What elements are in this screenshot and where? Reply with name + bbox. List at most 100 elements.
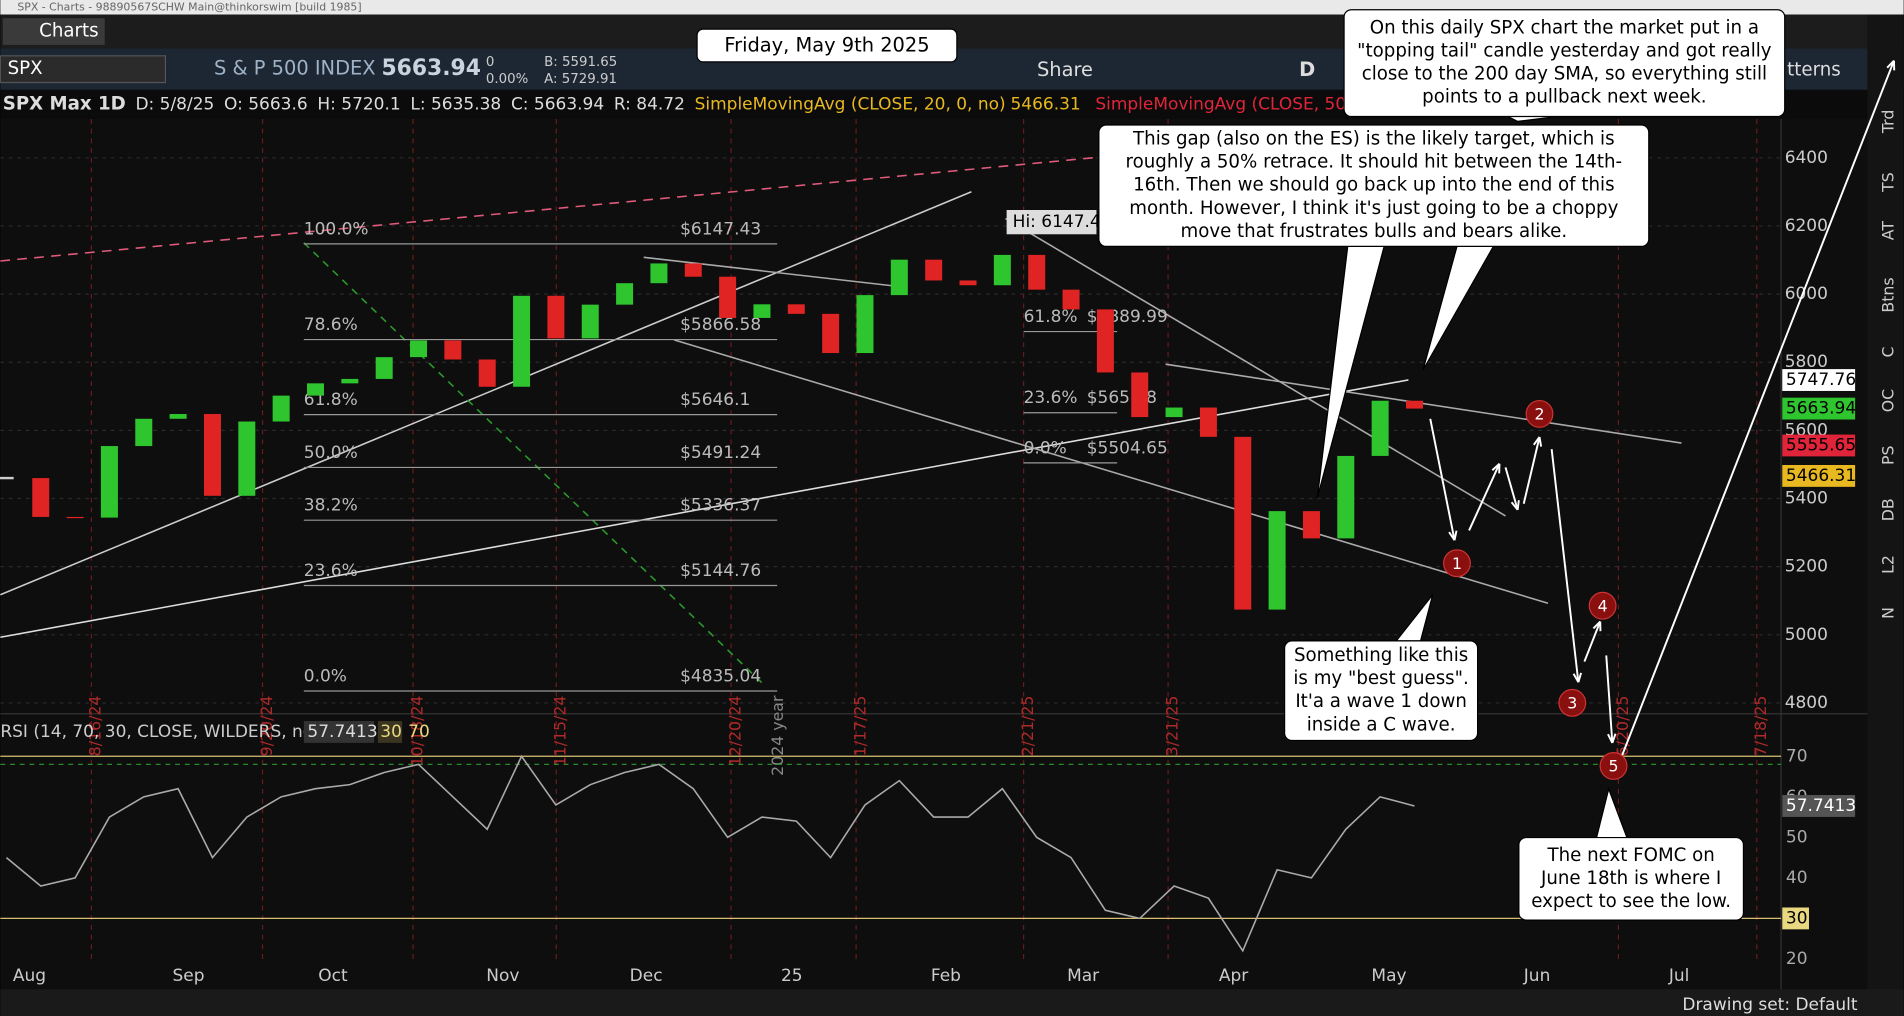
date-line-label: 2/21/25 <box>1018 696 1037 757</box>
sidebar-tab[interactable]: N <box>1879 607 1898 619</box>
info-item: SPX Max 1D <box>3 93 126 114</box>
rsi-tick-box <box>1782 907 1809 930</box>
trend-line <box>0 379 1409 639</box>
rsi-line <box>5 754 1415 953</box>
wave-marker <box>1558 688 1587 717</box>
callout-text: points to a pullback next week. <box>1422 87 1706 108</box>
sidebar-tab[interactable]: L2 <box>1879 555 1898 574</box>
month-label: Oct <box>318 966 348 986</box>
candle <box>1096 309 1114 373</box>
candle <box>1405 400 1423 409</box>
fib-pct: 0.0% <box>1024 438 1067 458</box>
candle <box>272 395 290 422</box>
callout-text: move that frustrates bulls and bears ali… <box>1180 221 1567 242</box>
arrow <box>1522 436 1541 504</box>
rsi-header: RSI (14, 70, 30, CLOSE, WILDERS, no) <box>0 722 319 742</box>
date-line-label: 9/20/24 <box>257 696 276 757</box>
study-label: SimpleMovingAvg (CLOSE, 20, 0, no) <box>695 94 1006 114</box>
trend-line <box>1005 217 1506 517</box>
sidebar-tab[interactable]: TS <box>1879 172 1898 193</box>
date-line-label: 10/18/24 <box>407 696 426 767</box>
wave-marker <box>1588 591 1617 620</box>
candle <box>890 259 908 296</box>
candle <box>1165 407 1183 418</box>
month-label: 25 <box>781 966 803 986</box>
arrow-head <box>1532 436 1543 447</box>
fib-price: $5504.65 <box>1087 438 1168 458</box>
rsi-tick-label: 40 <box>1786 868 1808 888</box>
price-tag-label: 5555.65 <box>1786 435 1856 455</box>
sidebar-tab[interactable]: PS <box>1879 445 1898 465</box>
info-item: H: 5720.1 <box>317 94 400 114</box>
price-tick-label: 6200 <box>1785 216 1828 236</box>
arrow <box>1468 463 1501 531</box>
month-label: Dec <box>630 966 663 986</box>
candle <box>856 295 874 354</box>
symbol-box[interactable] <box>0 55 167 84</box>
wave-label: 3 <box>1567 694 1577 713</box>
window-title: SPX - Charts - 98890567SCHW Main@thinkor… <box>17 0 361 13</box>
rsi-high: 70 <box>408 722 430 742</box>
date-line-label: 3/21/25 <box>1162 696 1181 757</box>
bid: B: 5591.65 <box>544 55 617 70</box>
sidebar-tab[interactable]: OC <box>1879 389 1898 412</box>
fib-price: $5144.76 <box>680 561 761 581</box>
sidebar-tab[interactable]: Btns <box>1879 277 1898 312</box>
sidebar-tab[interactable]: AT <box>1879 221 1898 241</box>
study-value: 5466.31 <box>1011 94 1081 114</box>
arrow <box>1504 467 1519 511</box>
rsi-tag <box>1782 795 1856 817</box>
sidebar <box>1867 14 1904 1016</box>
wave-marker <box>1443 549 1471 578</box>
candle <box>32 478 50 517</box>
month-label: Jul <box>1668 966 1690 986</box>
arrow <box>1583 621 1602 662</box>
price-tag-label: 5747.76 <box>1786 370 1856 390</box>
candle <box>169 414 187 419</box>
sidebar-tab[interactable]: DB <box>1879 498 1898 521</box>
fib-pct: 50.0% <box>304 443 358 463</box>
price-tick-label: 4800 <box>1785 693 1828 713</box>
candle <box>375 357 393 379</box>
charts-tab[interactable] <box>2 18 105 45</box>
rsi-low-box <box>377 721 403 743</box>
candle <box>238 421 256 496</box>
candle <box>719 276 737 318</box>
arrow-head <box>1510 500 1520 511</box>
candle <box>1062 289 1080 310</box>
period-button[interactable]: D <box>1299 58 1315 81</box>
rsi-tag-label: 57.7413 <box>1786 796 1856 816</box>
arrow-head <box>1607 733 1617 744</box>
month-label: Sep <box>172 966 204 986</box>
date-line-label: 11/15/24 <box>551 696 570 767</box>
callout-text: The next FOMC on <box>1547 845 1715 866</box>
candle <box>513 295 531 387</box>
wave-label: 4 <box>1598 596 1608 615</box>
last-price: 5663.94 <box>381 56 480 81</box>
fib-pct: 38.2% <box>304 496 358 516</box>
date-banner-box <box>696 28 958 63</box>
wave-marker <box>1525 399 1554 428</box>
arrow <box>1429 418 1456 541</box>
candle <box>684 263 702 277</box>
date-line-label: 1/17/25 <box>850 696 869 757</box>
month-label: Aug <box>13 966 46 986</box>
date-line-label: 8/16/24 <box>86 696 105 757</box>
info-item: C: 5663.94 <box>511 94 604 114</box>
drawing-set[interactable]: Drawing set: Default <box>1682 995 1858 1015</box>
rsi-current: 57.7413 <box>307 722 377 742</box>
callout-text: On this daily SPX chart the market put i… <box>1370 18 1759 39</box>
arrow-head <box>1886 60 1896 71</box>
callout-box <box>1343 9 1786 118</box>
candle <box>650 263 668 284</box>
patterns-button[interactable]: tterns <box>1787 59 1841 80</box>
sidebar-tab[interactable]: Trd <box>1879 110 1898 135</box>
sidebar-tab[interactable]: C <box>1879 347 1898 358</box>
share-button[interactable]: Share <box>1037 58 1093 81</box>
month-label: Feb <box>931 966 961 986</box>
hi-box <box>1006 209 1097 235</box>
callout-text: This gap (also on the ES) is the likely … <box>1132 129 1615 150</box>
price-tick-label: 5400 <box>1785 489 1828 509</box>
